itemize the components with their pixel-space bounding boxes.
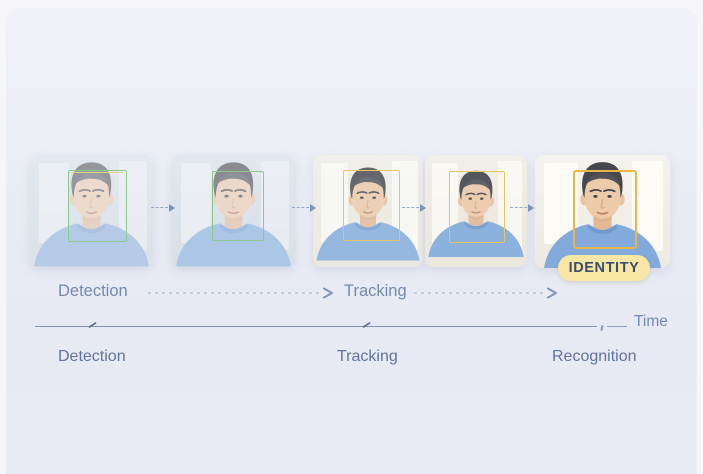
- phase-label-detection: Detection: [58, 348, 126, 365]
- frame-transition-arrow-icon: [151, 202, 175, 213]
- face-bounding-box-tracking: [343, 170, 400, 241]
- face-bounding-box-tracking: [449, 171, 505, 243]
- face-bounding-box-detection: [212, 171, 264, 241]
- flow-label-detection: Detection: [58, 282, 128, 300]
- flow-arrow-icon: [414, 287, 557, 299]
- phase-label-tracking: Tracking: [337, 348, 398, 365]
- video-frame-1: [30, 155, 153, 267]
- flow-label-tracking: Tracking: [344, 282, 407, 300]
- face-bounding-box-recognition: [573, 170, 637, 249]
- timeline-end-segment: [607, 326, 627, 327]
- frame-transition-arrow-icon: [402, 202, 426, 213]
- face-bounding-box-detection: [68, 170, 127, 242]
- frame-transition-arrow-icon: [510, 202, 534, 213]
- frame-transition-arrow-icon: [292, 202, 316, 213]
- timeline-axis-label: Time: [634, 313, 668, 330]
- phase-label-recognition: Recognition: [552, 348, 637, 365]
- flow-arrow-icon: [148, 287, 333, 299]
- identity-badge: IDENTITY: [558, 255, 650, 281]
- video-frame-5: IDENTITY: [535, 155, 670, 281]
- timeline-axis: [35, 326, 597, 327]
- video-frame-2: [172, 155, 295, 267]
